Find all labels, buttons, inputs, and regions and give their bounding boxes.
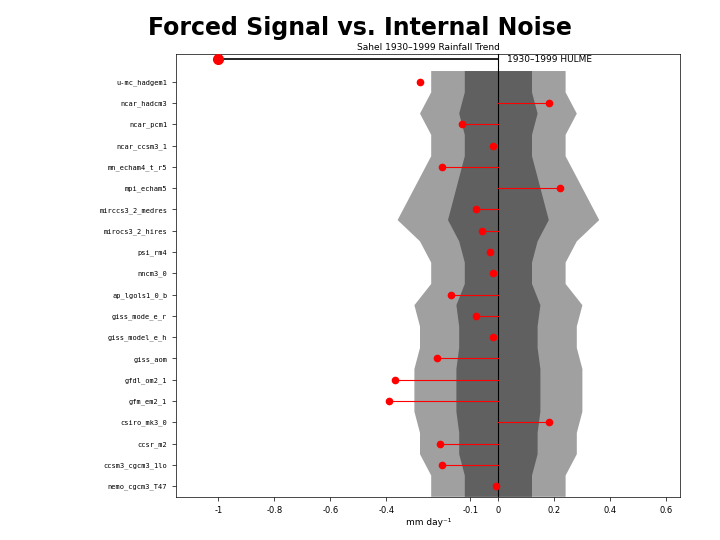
Title: Sahel 1930–1999 Rainfall Trend: Sahel 1930–1999 Rainfall Trend — [357, 43, 500, 52]
X-axis label: mm day⁻¹: mm day⁻¹ — [405, 518, 451, 526]
Polygon shape — [397, 71, 599, 497]
Polygon shape — [448, 71, 549, 497]
Text: 1930–1999 HULME: 1930–1999 HULME — [507, 55, 592, 64]
Text: Forced Signal vs. Internal Noise: Forced Signal vs. Internal Noise — [148, 16, 572, 40]
